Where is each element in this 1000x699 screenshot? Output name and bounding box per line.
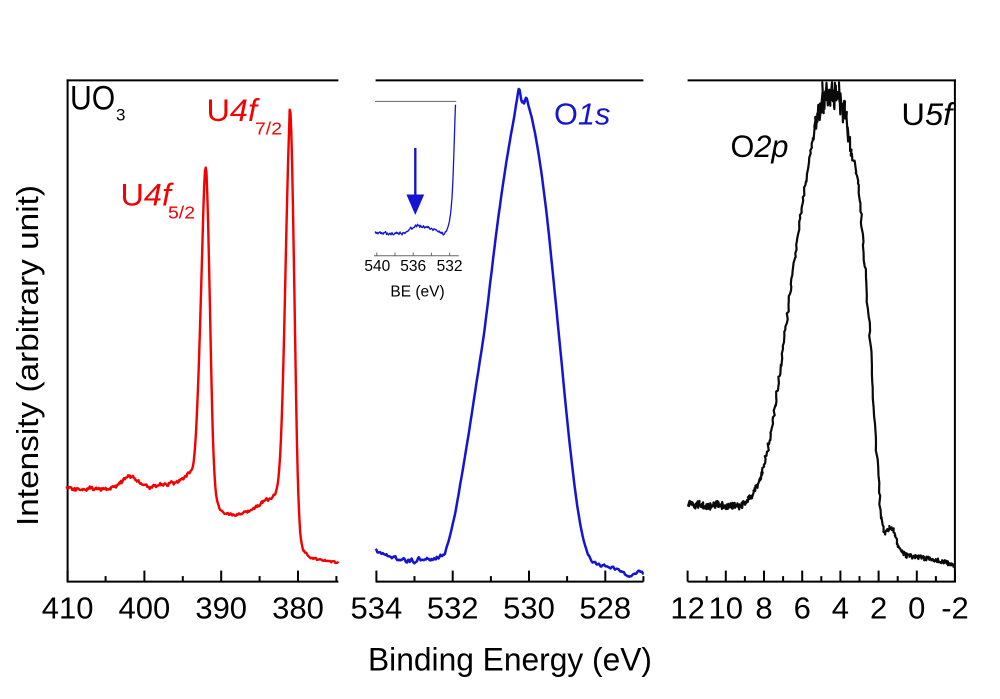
svg-text:536: 536 <box>400 258 426 275</box>
svg-text:4: 4 <box>832 591 849 626</box>
svg-text:540: 540 <box>364 258 390 275</box>
svg-text:-2: -2 <box>941 591 969 626</box>
svg-text:O1s: O1s <box>554 96 610 131</box>
svg-text:530: 530 <box>503 591 555 626</box>
svg-text:U5f: U5f <box>901 96 955 132</box>
svg-text:2: 2 <box>870 591 887 626</box>
svg-text:10: 10 <box>709 591 743 626</box>
svg-text:5/2: 5/2 <box>168 203 195 223</box>
svg-text:0: 0 <box>908 591 925 626</box>
svg-text:BE (eV): BE (eV) <box>390 284 444 301</box>
svg-text:380: 380 <box>272 591 324 626</box>
svg-text:534: 534 <box>351 591 403 626</box>
svg-text:UO: UO <box>70 79 115 117</box>
svg-text:Intensity (arbitrary unit): Intensity (arbitrary unit) <box>10 185 45 526</box>
svg-text:528: 528 <box>579 591 631 626</box>
svg-text:532: 532 <box>427 591 479 626</box>
svg-text:Binding Energy (eV): Binding Energy (eV) <box>368 641 652 677</box>
svg-text:3: 3 <box>116 106 125 125</box>
svg-text:400: 400 <box>119 591 171 626</box>
svg-text:8: 8 <box>755 591 772 626</box>
svg-text:6: 6 <box>794 591 811 626</box>
svg-text:390: 390 <box>195 591 247 626</box>
svg-text:U4f: U4f <box>121 177 175 213</box>
svg-text:U4f: U4f <box>207 92 261 128</box>
svg-text:410: 410 <box>42 591 94 626</box>
svg-text:7/2: 7/2 <box>255 119 282 139</box>
svg-text:12: 12 <box>670 591 704 626</box>
svg-text:532: 532 <box>437 258 463 275</box>
svg-text:O2p: O2p <box>731 128 789 164</box>
